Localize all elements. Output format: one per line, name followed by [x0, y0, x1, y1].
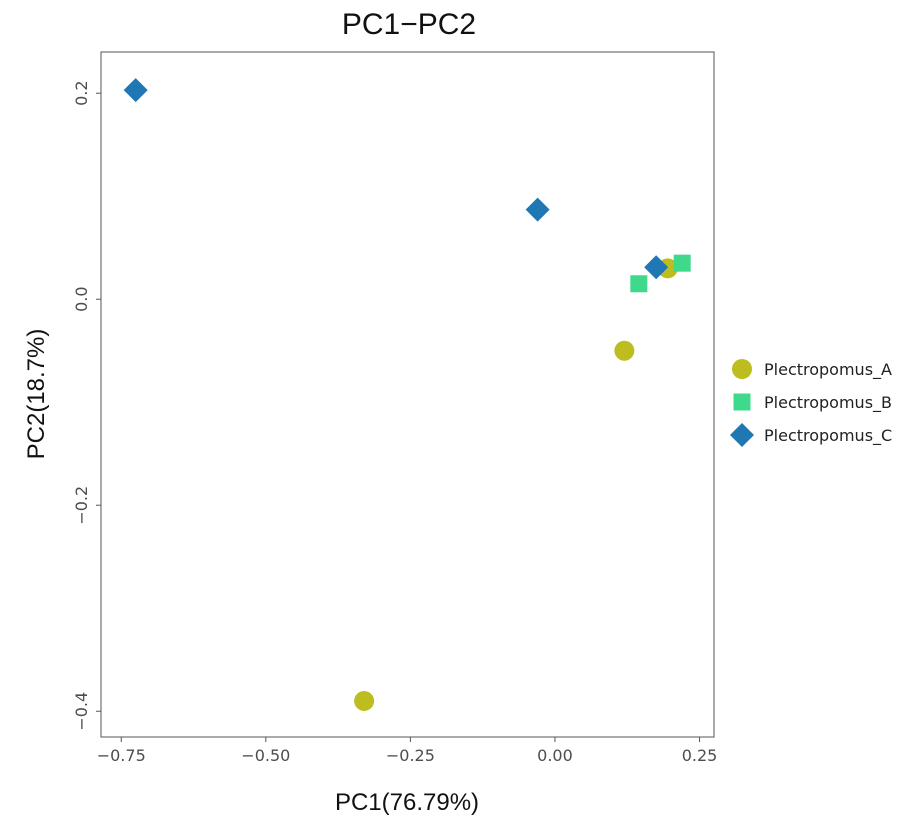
- data-point-square: [673, 254, 691, 272]
- y-axis-title: PC2(18.7%): [23, 329, 50, 460]
- x-axis-title: PC1(76.79%): [335, 789, 479, 816]
- legend-key-diamond: [730, 423, 754, 447]
- data-point-circle: [614, 340, 635, 361]
- y-tick-label: −0.2: [72, 486, 91, 525]
- y-tick-label: −0.4: [72, 692, 91, 731]
- legend-key-square: [733, 393, 751, 411]
- chart-title: PC1−PC2: [342, 8, 476, 41]
- y-tick-label: 0.2: [72, 80, 91, 105]
- x-tick-label: −0.75: [97, 746, 146, 765]
- data-point-diamond: [644, 255, 669, 280]
- x-tick-label: −0.50: [241, 746, 290, 765]
- x-tick-label: 0.00: [537, 746, 573, 765]
- x-tick-label: −0.25: [386, 746, 435, 765]
- legend-label: Plectropomus_B: [764, 393, 892, 413]
- data-point-diamond: [525, 197, 550, 222]
- legend-label: Plectropomus_C: [764, 426, 892, 446]
- plot-panel: [100, 51, 715, 738]
- legend: Plectropomus_A Plectropomus_B Plectropomus…: [730, 359, 892, 447]
- y-tick-label: 0.0: [72, 286, 91, 311]
- y-axis: −0.4 −0.2 0.0 0.2: [72, 80, 101, 731]
- legend-label: Plectropomus_A: [764, 360, 892, 380]
- legend-key-circle: [732, 359, 752, 379]
- x-tick-label: 0.25: [682, 746, 718, 765]
- data-points: [123, 78, 691, 711]
- x-axis: −0.75 −0.50 −0.25 0.00 0.25: [97, 737, 718, 765]
- data-point-square: [630, 275, 648, 293]
- data-point-circle: [354, 690, 375, 711]
- data-point-diamond: [123, 78, 148, 103]
